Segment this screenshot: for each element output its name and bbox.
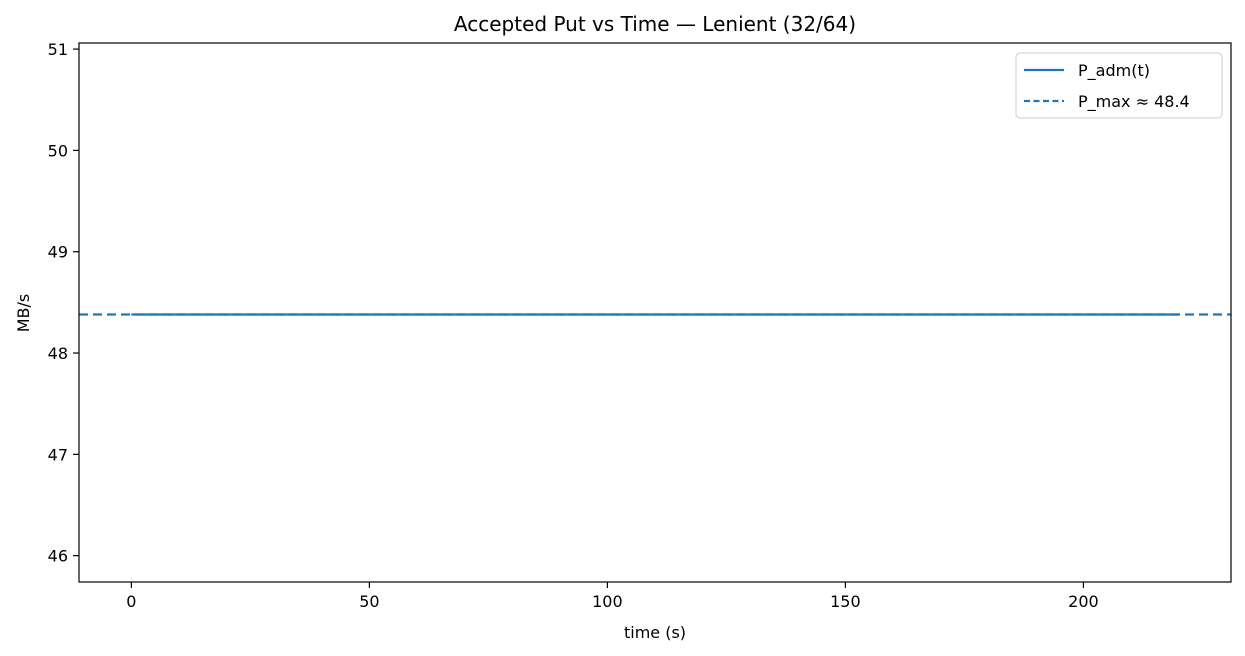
- x-tick-label: 0: [126, 592, 136, 611]
- x-tick-label: 200: [1068, 592, 1099, 611]
- legend-frame: [1015, 52, 1223, 119]
- y-tick-label: 47: [48, 445, 68, 464]
- legend-label-reference: P_max ≈ 48.4: [1078, 92, 1190, 112]
- y-tick-label: 50: [48, 141, 68, 160]
- plot-area: 0 50 100 150 200 46 47 48 49 50 51: [48, 40, 1232, 611]
- y-tick-label: 51: [48, 40, 68, 59]
- x-tick-label: 150: [830, 592, 861, 611]
- legend: P_adm(t) P_max ≈ 48.4: [1015, 52, 1223, 119]
- legend-label-series: P_adm(t): [1078, 61, 1150, 81]
- y-tick-label: 49: [48, 243, 68, 262]
- y-axis-label: MB/s: [14, 294, 33, 333]
- y-tick-label: 46: [48, 547, 68, 566]
- x-tick-label: 50: [359, 592, 379, 611]
- chart-title: Accepted Put vs Time — Lenient (32/64): [454, 12, 856, 36]
- x-tick-label: 100: [592, 592, 623, 611]
- plot-frame: [78, 42, 1232, 583]
- y-tick-label: 48: [48, 344, 68, 363]
- x-axis-label: time (s): [624, 623, 686, 642]
